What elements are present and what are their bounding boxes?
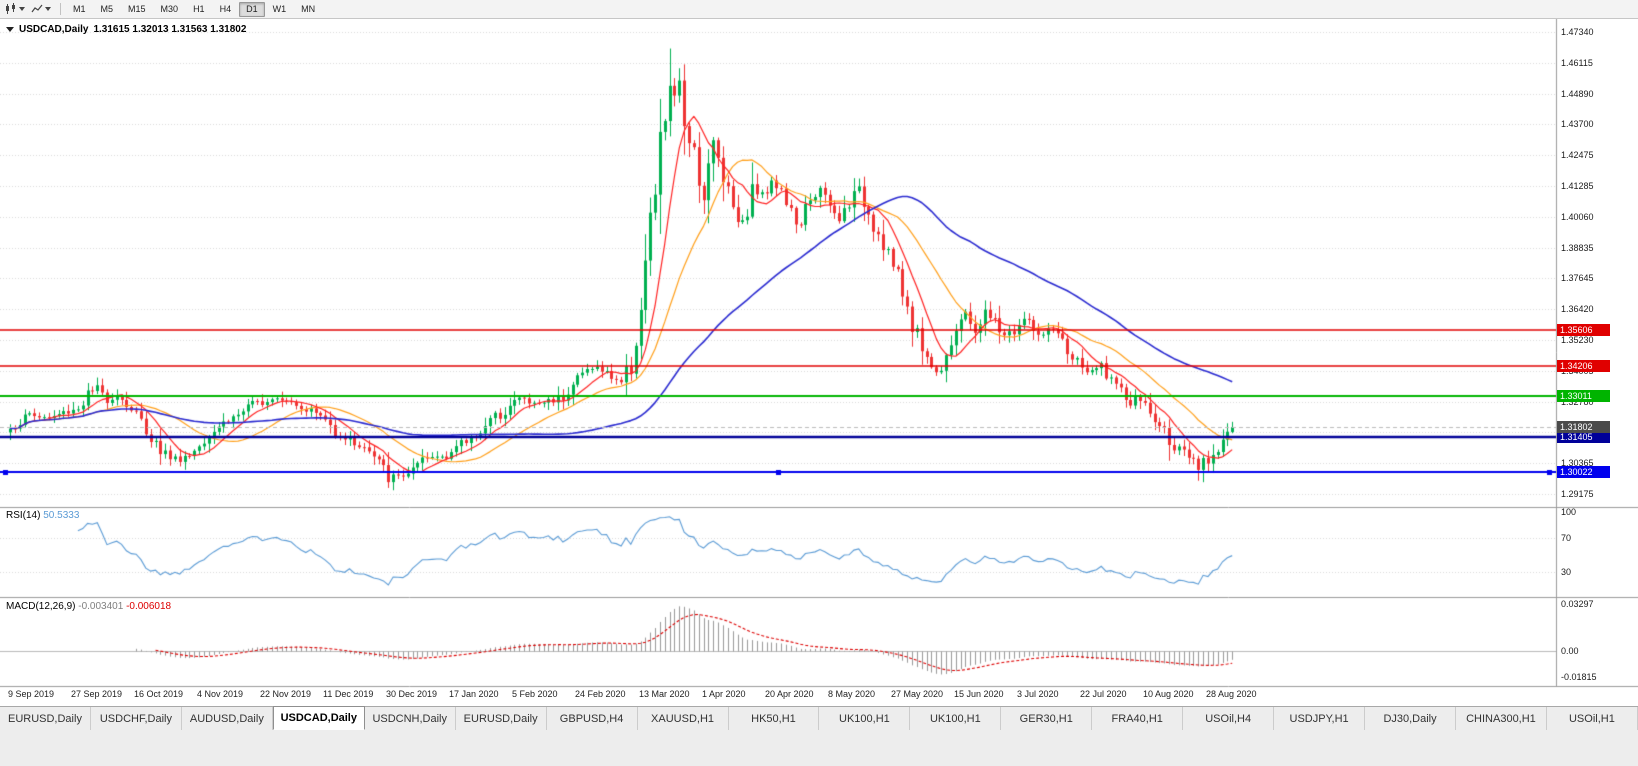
date-axis-label: 22 Jul 2020 <box>1080 689 1127 699</box>
timeframe-button-h1[interactable]: H1 <box>193 3 205 14</box>
chart-tab-usdjpy-h1[interactable]: USDJPY,H1 <box>1274 707 1366 730</box>
rsi-axis-label: 30 <box>1561 567 1572 577</box>
chart-type-dropdown-icon[interactable] <box>19 7 25 11</box>
chart-tab-uk100-h1[interactable]: UK100,H1 <box>910 707 1002 730</box>
date-axis-label: 20 Apr 2020 <box>765 689 814 699</box>
timeframe-button-mn[interactable]: MN <box>301 3 316 14</box>
date-axis-label: 28 Aug 2020 <box>1206 689 1257 699</box>
price-axis-label: 1.46115 <box>1561 58 1593 68</box>
chart-type-icon[interactable] <box>3 2 18 16</box>
macd-value: -0.003401 <box>78 601 124 612</box>
rsi-name: RSI(14) <box>6 510 41 521</box>
date-axis-label: 8 May 2020 <box>828 689 876 699</box>
price-level-tag[interactable]: 1.31405 <box>1557 431 1610 443</box>
date-axis-label: 5 Feb 2020 <box>512 689 558 699</box>
chart-tab-gbpusd-h4[interactable]: GBPUSD,H4 <box>546 707 638 730</box>
chart-tab-xauusd-h1[interactable]: XAUUSD,H1 <box>637 707 729 730</box>
price-axis-label: 1.38835 <box>1561 243 1594 253</box>
date-axis-label: 17 Jan 2020 <box>449 689 499 699</box>
date-axis-label: 16 Oct 2019 <box>134 689 184 699</box>
date-axis-label: 3 Jul 2020 <box>1017 689 1059 699</box>
chart-tab-eurusd-daily[interactable]: EURUSD,Daily <box>455 707 547 730</box>
date-axis-label: 30 Dec 2019 <box>386 689 438 699</box>
macd-axis-label: 0.03297 <box>1561 599 1594 609</box>
chart-tab-ger30-h1[interactable]: GER30,H1 <box>1001 707 1093 730</box>
date-axis-label: 15 Jun 2020 <box>954 689 1004 699</box>
date-axis-label: 11 Dec 2019 <box>323 689 374 699</box>
chart-tab-usoil-h4[interactable]: USOil,H4 <box>1183 707 1275 730</box>
price-axis-label: 1.35230 <box>1561 335 1594 345</box>
current-price-tag: 1.31802 <box>1557 421 1610 433</box>
timeframe-buttons: M1 M5 M15 M30 H1 H4 D1 W1 MN <box>66 1 322 17</box>
price-level-tag[interactable]: 1.35606 <box>1557 324 1610 336</box>
timeframe-button-d1[interactable]: D1 <box>239 1 265 17</box>
date-axis-label: 4 Nov 2019 <box>197 689 244 699</box>
date-axis-label: 27 Sep 2019 <box>71 689 123 699</box>
date-axis-label: 13 Mar 2020 <box>639 689 690 699</box>
price-axis-label: 1.36420 <box>1561 304 1594 314</box>
rsi-label: RSI(14) 50.5333 <box>6 510 79 521</box>
macd-axis-label: -0.01815 <box>1561 672 1597 682</box>
chart-tabs-bar: EURUSD,Daily USDCHF,Daily AUDUSD,Daily USDC… <box>0 706 1638 766</box>
title-dropdown-icon[interactable] <box>6 27 14 32</box>
macd-axis-label: 0.00 <box>1561 646 1579 656</box>
chart-tab-usdcad-daily[interactable]: USDCAD,Daily <box>272 706 365 730</box>
chart-tab-hk50-h1[interactable]: HK50,H1 <box>728 707 820 730</box>
price-axis-label: 1.43700 <box>1561 119 1594 129</box>
chart-tab-usoil-h1[interactable]: USOil,H1 <box>1546 707 1638 730</box>
price-axis-label: 1.42475 <box>1561 150 1594 160</box>
macd-label: MACD(12,26,9) -0.003401 -0.006018 <box>6 601 171 612</box>
date-axis-label: 1 Apr 2020 <box>702 689 746 699</box>
timeframe-button-m5[interactable]: M5 <box>100 3 114 14</box>
price-axis-label: 1.30365 <box>1561 458 1594 468</box>
chart-tabs-row: EURUSD,Daily USDCHF,Daily AUDUSD,Daily USDC… <box>0 706 1638 730</box>
price-level-tag[interactable]: 1.34206 <box>1557 360 1610 372</box>
timeframe-button-m30[interactable]: M30 <box>160 3 179 14</box>
chart-tab-fra40-h1[interactable]: FRA40,H1 <box>1092 707 1184 730</box>
price-level-tag[interactable]: 1.30022 <box>1557 466 1610 478</box>
chart-tab-usdchf-daily[interactable]: USDCHF,Daily <box>90 707 182 730</box>
chart-title: USDCAD,Daily 1.31615 1.32013 1.31563 1.3… <box>6 24 246 35</box>
price-axis-label: 1.29175 <box>1561 489 1594 499</box>
timeframe-button-h4[interactable]: H4 <box>219 3 232 14</box>
price-axis-label: 1.44890 <box>1561 89 1594 99</box>
price-axis-label: 1.47340 <box>1561 27 1594 37</box>
chart-ohlc-values: 1.31615 1.32013 1.31563 1.31802 <box>93 24 247 35</box>
date-axis-label: 9 Sep 2019 <box>8 689 55 699</box>
rsi-axis-label: 70 <box>1561 533 1572 543</box>
price-axis-label: 1.40060 <box>1561 212 1594 222</box>
price-level-tag[interactable]: 1.33011 <box>1557 390 1610 402</box>
chart-tab-usdcnh-daily[interactable]: USDCNH,Daily <box>364 707 456 730</box>
rsi-value: 50.5333 <box>43 510 80 521</box>
chart-tab-eurusd-daily[interactable]: EURUSD,Daily <box>0 707 91 730</box>
chart-symbol-period: USDCAD,Daily <box>19 24 89 35</box>
chart-tab-china300-h1[interactable]: CHINA300,H1 <box>1456 707 1547 730</box>
timeframe-button-m15[interactable]: M15 <box>128 3 146 14</box>
indicator-dropdown-icon[interactable] <box>45 7 51 11</box>
macd-name: MACD(12,26,9) <box>6 601 76 612</box>
toolbar: M1 M5 M15 M30 H1 H4 D1 W1 MN <box>0 0 1638 19</box>
rsi-axis-label: 100 <box>1561 507 1577 517</box>
chart-tab-uk100-h1[interactable]: UK100,H1 <box>819 707 911 730</box>
price-axis-label: 1.37645 <box>1561 273 1594 283</box>
date-axis-label: 24 Feb 2020 <box>575 689 626 699</box>
chart-tab-audusd-daily[interactable]: AUDUSD,Daily <box>181 707 273 730</box>
date-axis-label: 27 May 2020 <box>891 689 944 699</box>
timeframe-button-w1[interactable]: W1 <box>272 3 287 14</box>
timeframe-button-m1[interactable]: M1 <box>73 3 86 14</box>
date-axis-label: 10 Aug 2020 <box>1143 689 1194 699</box>
chart-tab-dj30-daily[interactable]: DJ30,Daily <box>1365 707 1456 730</box>
macd-signal-value: -0.006018 <box>126 601 172 612</box>
indicator-line-icon[interactable] <box>29 2 44 16</box>
price-axis-label: 1.41285 <box>1561 181 1594 191</box>
toolbar-separator <box>60 3 61 15</box>
price-axis-label: 1.32780 <box>1561 397 1594 407</box>
date-axis-label: 22 Nov 2019 <box>260 689 312 699</box>
